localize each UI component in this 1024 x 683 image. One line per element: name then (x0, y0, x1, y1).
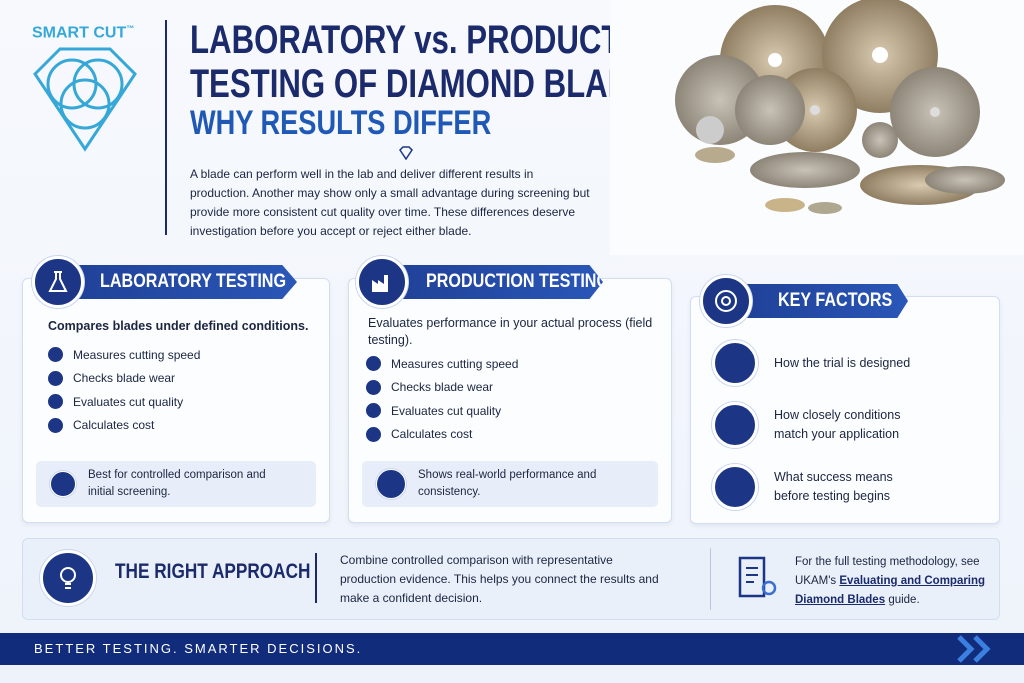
target-icon (700, 275, 752, 327)
factor-text: What success means before testing begins (774, 470, 893, 503)
chevrons (957, 635, 991, 663)
card-lead: Compares blades under defined conditions… (48, 319, 309, 333)
card-lead: Evaluates performance in your actual pro… (368, 316, 653, 347)
logo-mark (33, 47, 137, 152)
note-text: Best for controlled comparison and initi… (88, 469, 266, 498)
factor: What success means before testing begins (712, 464, 992, 510)
divider (165, 20, 167, 235)
title: LABORATORY vs. PRODUCTION TESTING OF DIAM… (190, 18, 676, 106)
item-text: Calculates cost (391, 427, 473, 442)
tagline: BETTER TESTING. SMARTER DECISIONS. (34, 641, 363, 656)
check-item: Measures cutting speed (48, 343, 200, 367)
factor-text: How the trial is designed (774, 355, 911, 370)
card-banner: LABORATORY TESTING (52, 265, 297, 299)
card-note: Shows real-world performance and consist… (362, 461, 658, 507)
check-item: Checks blade wear (48, 367, 200, 391)
check-item: Calculates cost (48, 414, 200, 438)
reference-text: For the full testing methodology, see UK… (795, 556, 980, 587)
approach-text: Combine controlled comparison with repre… (340, 553, 659, 605)
item-text: Measures cutting speed (391, 356, 519, 371)
approach-title: THE RIGHT APPROACH (115, 560, 311, 583)
factor-text: How closely conditions match your applic… (774, 408, 901, 441)
card-banner: KEY FACTORS (730, 284, 908, 318)
factor-list: How the trial is designed How closely co… (712, 340, 992, 510)
diamond-icon (399, 146, 413, 160)
factor: How the trial is designed (712, 340, 992, 386)
checklist: Measures cutting speed Checks blade wear… (366, 352, 518, 446)
check-item: Evaluates cut quality (366, 399, 518, 423)
item-text: Evaluates cut quality (391, 403, 502, 418)
approach-reference: For the full testing methodology, see UK… (795, 553, 995, 610)
check-item: Measures cutting speed (366, 352, 518, 376)
card-title: LABORATORY TESTING (100, 271, 287, 292)
factory-icon (356, 256, 408, 308)
item-text: Calculates cost (73, 418, 155, 433)
item-text: Checks blade wear (391, 380, 494, 395)
card-note: Best for controlled comparison and initi… (36, 461, 316, 507)
intro: A blade can perform well in the lab and … (190, 167, 590, 238)
blade-photo (610, 0, 1024, 255)
item-text: Measures cutting speed (73, 347, 201, 362)
title-line: TESTING OF DIAMOND BLADES (190, 62, 672, 106)
check-item: Calculates cost (366, 423, 518, 447)
logo-text: SMART CUT (32, 24, 127, 42)
check-item: Evaluates cut quality (48, 390, 200, 414)
subtitle: WHY RESULTS DIFFER (190, 104, 492, 142)
guide-link[interactable]: Evaluating and Comparing Diamond Blades (795, 575, 986, 606)
flask-icon (32, 256, 84, 308)
item-text: Evaluates cut quality (73, 394, 184, 409)
title-line: LABORATORY vs. PRODUCTION (190, 18, 676, 62)
card-title: KEY FACTORS (778, 290, 893, 311)
factor: How closely conditions match your applic… (712, 402, 992, 448)
checklist: Measures cutting speed Checks blade wear… (48, 343, 200, 437)
note-text: Shows real-world performance and consist… (418, 469, 597, 498)
bulb-icon (40, 550, 96, 606)
logo: SMART CUT™ (32, 24, 134, 42)
divider (315, 553, 317, 603)
document-icon (738, 556, 777, 598)
trademark: ™ (126, 24, 135, 33)
footer-bar: BETTER TESTING. SMARTER DECISIONS. (0, 633, 1024, 665)
card-title: PRODUCTION TESTING (426, 271, 610, 292)
check-item: Checks blade wear (366, 376, 518, 400)
item-text: Checks blade wear (73, 371, 176, 386)
divider (710, 548, 711, 610)
approach-panel (22, 538, 1000, 620)
card-banner: PRODUCTION TESTING (378, 265, 603, 299)
reference-text: guide. (888, 594, 920, 606)
